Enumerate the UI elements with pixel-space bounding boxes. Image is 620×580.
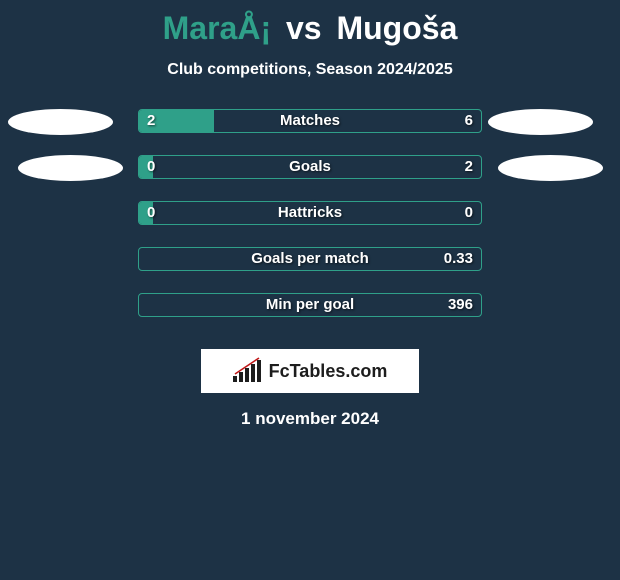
bar-track: Goals 0 2 [138, 155, 482, 179]
bar-value-right: 0 [465, 204, 473, 221]
stat-row: Min per goal 396 [0, 293, 620, 339]
bar-label: Goals [289, 158, 331, 175]
bar-value-left: 2 [147, 112, 155, 129]
bar-value-right: 6 [465, 112, 473, 129]
subtitle: Club competitions, Season 2024/2025 [0, 61, 620, 79]
title-player1: MaraÅ¡ [163, 10, 271, 46]
logo-box: FcTables.com [201, 349, 419, 393]
player-oval [18, 155, 123, 181]
title-vs: vs [286, 10, 322, 46]
bar-label: Min per goal [266, 296, 354, 313]
stat-row: Hattricks 0 0 [0, 201, 620, 247]
logo-chart-icon [233, 356, 263, 387]
bar-value-right: 396 [448, 296, 473, 313]
player-oval [8, 109, 113, 135]
date: 1 november 2024 [0, 409, 620, 429]
bar-track: Matches 2 6 [138, 109, 482, 133]
bar-label: Hattricks [278, 204, 342, 221]
title-player2: Mugoša [336, 10, 457, 46]
bar-value-left: 0 [147, 158, 155, 175]
page-title: MaraÅ¡ vs Mugoša [0, 0, 620, 47]
bar-value-left: 0 [147, 204, 155, 221]
bar-label: Goals per match [251, 250, 369, 267]
bar-value-right: 2 [465, 158, 473, 175]
bar-track: Goals per match 0.33 [138, 247, 482, 271]
player-oval [498, 155, 603, 181]
stats-container: Matches 2 6 Goals 0 2 Hattricks 0 0 Goals per mat… [0, 109, 620, 339]
stat-row: Goals per match 0.33 [0, 247, 620, 293]
player-oval [488, 109, 593, 135]
bar-track: Hattricks 0 0 [138, 201, 482, 225]
bar-value-right: 0.33 [444, 250, 473, 267]
logo-text: FcTables.com [269, 361, 388, 382]
bar-track: Min per goal 396 [138, 293, 482, 317]
bar-label: Matches [280, 112, 340, 129]
